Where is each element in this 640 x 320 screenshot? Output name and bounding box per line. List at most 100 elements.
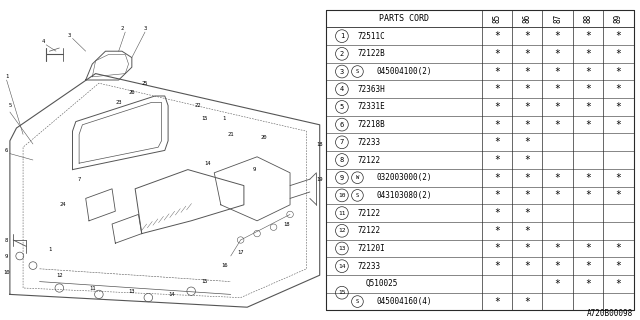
Text: *: *	[494, 190, 500, 200]
Text: *: *	[616, 261, 621, 271]
Text: 032003000(2): 032003000(2)	[376, 173, 431, 182]
Text: *: *	[555, 31, 561, 41]
Text: *: *	[524, 49, 530, 59]
Text: *: *	[524, 137, 530, 147]
Text: 3: 3	[340, 68, 344, 75]
Text: 3: 3	[68, 33, 71, 38]
Text: A720B00098: A720B00098	[588, 309, 634, 318]
Text: *: *	[494, 137, 500, 147]
Text: 5: 5	[340, 104, 344, 110]
Text: 10: 10	[3, 269, 10, 275]
Text: *: *	[524, 261, 530, 271]
Text: 21: 21	[227, 132, 234, 137]
Text: 13: 13	[129, 289, 135, 294]
Text: 13: 13	[338, 246, 346, 251]
Text: 85: 85	[492, 14, 501, 23]
Text: 72331E: 72331E	[357, 102, 385, 111]
Text: 22: 22	[195, 103, 201, 108]
Text: *: *	[494, 173, 500, 183]
Text: 11: 11	[338, 211, 346, 216]
Text: 5: 5	[8, 103, 12, 108]
Text: 72120I: 72120I	[357, 244, 385, 253]
Text: *: *	[524, 208, 530, 218]
Text: *: *	[494, 244, 500, 253]
Text: *: *	[585, 67, 591, 76]
Text: 7: 7	[77, 177, 81, 182]
Text: 10: 10	[338, 193, 346, 198]
Text: 72122B: 72122B	[357, 49, 385, 58]
Text: *: *	[585, 279, 591, 289]
Text: *: *	[616, 244, 621, 253]
Text: PARTS CORD: PARTS CORD	[379, 14, 429, 23]
Text: W: W	[356, 175, 359, 180]
Text: *: *	[585, 31, 591, 41]
Text: S: S	[356, 69, 359, 74]
Text: 11: 11	[89, 285, 95, 291]
Text: *: *	[616, 102, 621, 112]
Text: *: *	[524, 102, 530, 112]
Text: 1: 1	[48, 247, 51, 252]
Text: 9: 9	[252, 167, 255, 172]
Text: 7: 7	[340, 139, 344, 145]
Text: 14: 14	[204, 161, 211, 166]
Text: *: *	[524, 244, 530, 253]
Text: 6: 6	[340, 122, 344, 128]
Text: 4: 4	[41, 39, 44, 44]
Text: 1: 1	[340, 33, 344, 39]
Text: 045004100(2): 045004100(2)	[376, 67, 431, 76]
Text: *: *	[524, 190, 530, 200]
Text: *: *	[555, 49, 561, 59]
Text: 9: 9	[5, 253, 8, 259]
Text: *: *	[555, 173, 561, 183]
Text: *: *	[555, 102, 561, 112]
Text: 2: 2	[340, 51, 344, 57]
Text: 87: 87	[553, 14, 562, 23]
Text: *: *	[524, 31, 530, 41]
Text: *: *	[555, 84, 561, 94]
Text: 25: 25	[142, 81, 148, 86]
Text: 72511C: 72511C	[357, 32, 385, 41]
Text: 72233: 72233	[357, 262, 381, 271]
Text: *: *	[494, 226, 500, 236]
Text: *: *	[524, 297, 530, 307]
Text: *: *	[524, 155, 530, 165]
Text: 2: 2	[120, 26, 124, 31]
Text: 14: 14	[338, 264, 346, 269]
Text: 18: 18	[284, 221, 290, 227]
Text: *: *	[494, 120, 500, 130]
Text: *: *	[524, 84, 530, 94]
Text: *: *	[494, 261, 500, 271]
Text: S: S	[356, 193, 359, 198]
Text: 14: 14	[168, 292, 175, 297]
Text: 3: 3	[143, 26, 147, 31]
Text: *: *	[616, 31, 621, 41]
Text: *: *	[494, 208, 500, 218]
Text: 72122: 72122	[357, 209, 381, 218]
Text: 72218B: 72218B	[357, 120, 385, 129]
Text: *: *	[494, 84, 500, 94]
Text: *: *	[616, 190, 621, 200]
Text: *: *	[524, 67, 530, 76]
Text: *: *	[555, 67, 561, 76]
Text: 8: 8	[5, 237, 8, 243]
Text: *: *	[585, 84, 591, 94]
Text: 4: 4	[340, 86, 344, 92]
Text: 045004160(4): 045004160(4)	[376, 297, 431, 306]
Text: 12: 12	[338, 228, 346, 233]
Text: 72233: 72233	[357, 138, 381, 147]
Text: 23: 23	[115, 100, 122, 105]
Text: *: *	[494, 155, 500, 165]
Text: 6: 6	[5, 148, 8, 153]
Text: *: *	[494, 102, 500, 112]
Text: *: *	[585, 190, 591, 200]
Text: 15: 15	[201, 279, 207, 284]
Text: *: *	[585, 261, 591, 271]
Text: 20: 20	[260, 135, 267, 140]
Text: 72122: 72122	[357, 226, 381, 235]
Text: *: *	[616, 120, 621, 130]
Text: *: *	[494, 297, 500, 307]
Text: 89: 89	[614, 14, 623, 23]
Text: 19: 19	[316, 177, 323, 182]
Text: 043103080(2): 043103080(2)	[376, 191, 431, 200]
Text: 15: 15	[201, 116, 207, 121]
